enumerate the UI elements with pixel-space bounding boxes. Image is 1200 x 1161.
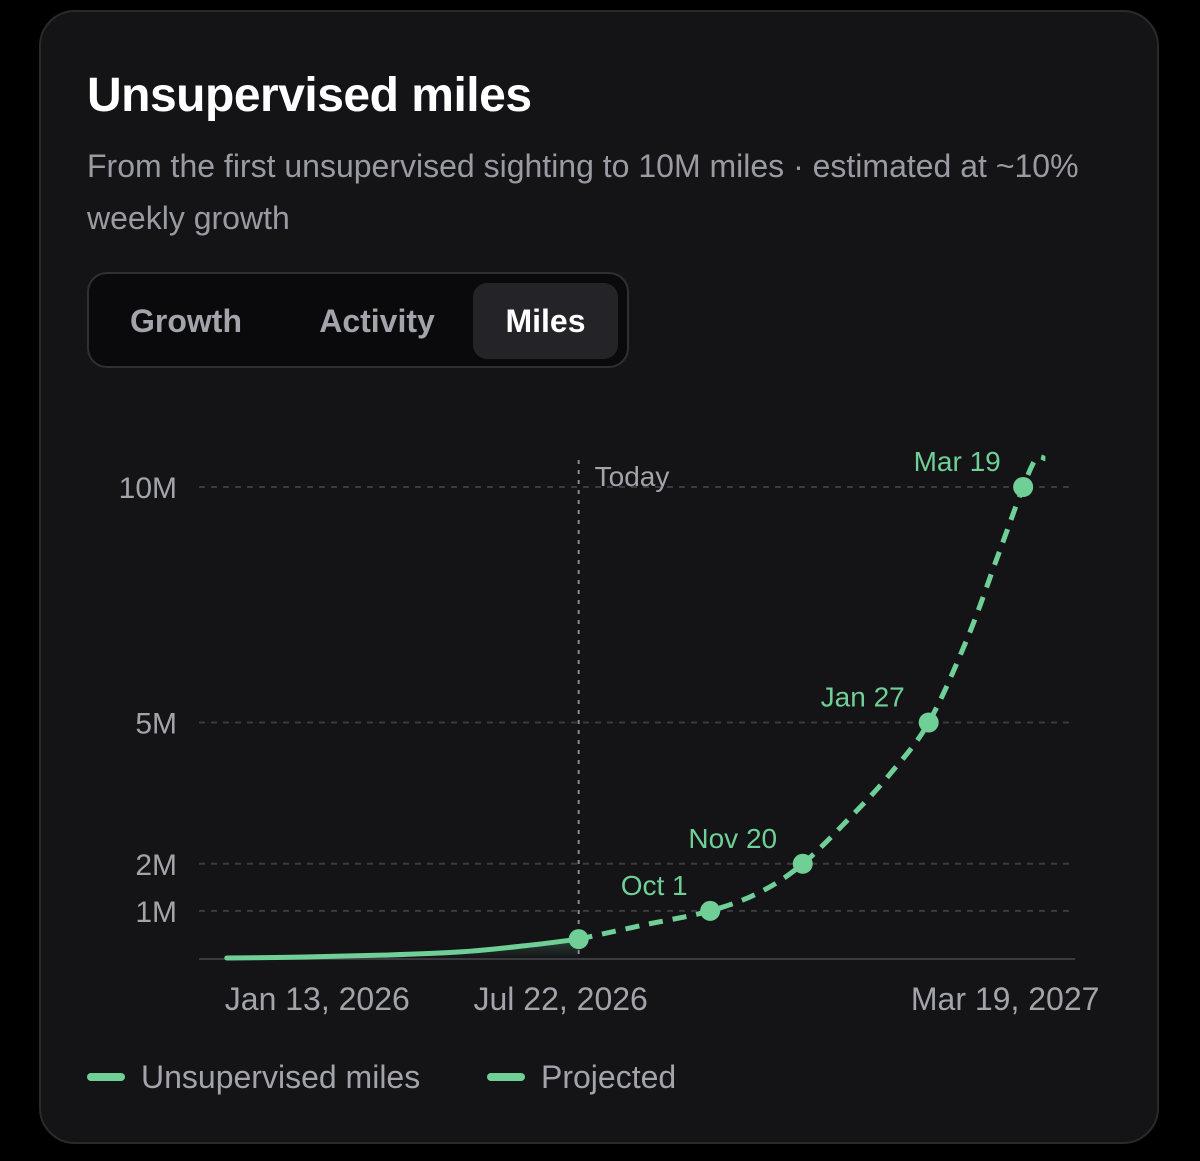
y-tick-label: 5M bbox=[135, 708, 177, 741]
y-tick-label: 1M bbox=[135, 896, 177, 929]
y-tick-label: 2M bbox=[135, 849, 177, 882]
legend-swatch-solid bbox=[87, 1073, 125, 1081]
card-title: Unsupervised miles bbox=[87, 69, 532, 122]
tab-growth[interactable]: Growth bbox=[130, 303, 242, 339]
milestone-point bbox=[568, 929, 589, 950]
milestone-point bbox=[918, 712, 939, 733]
series-line-unsupervised-miles bbox=[224, 936, 582, 961]
legend-label: Projected bbox=[541, 1059, 677, 1095]
tab-activity[interactable]: Activity bbox=[319, 303, 435, 339]
milestone-label: Mar 19 bbox=[914, 446, 1001, 477]
milestone-point bbox=[1013, 477, 1034, 497]
x-tick-label: Mar 19, 2027 bbox=[911, 981, 1100, 1017]
milestone-label: Oct 1 bbox=[621, 870, 688, 901]
milestone-point bbox=[700, 900, 721, 921]
miles-chart: 1M 2M 5M 10M Jan 13, 2026 Jul 22, 2026 Mar 19,… bbox=[119, 446, 1100, 1017]
milestone-point bbox=[792, 853, 813, 874]
legend-swatch-dashed bbox=[487, 1073, 525, 1081]
view-tabs: Growth Activity Miles bbox=[87, 272, 629, 368]
x-tick-label: Jul 22, 2026 bbox=[473, 981, 647, 1017]
y-tick-label: 10M bbox=[119, 472, 177, 505]
x-tick-label: Jan 13, 2026 bbox=[225, 981, 410, 1017]
milestone-label: Jan 27 bbox=[821, 682, 905, 713]
tab-miles[interactable]: Miles bbox=[473, 283, 618, 359]
series-area-unsupervised-miles bbox=[226, 939, 579, 958]
today-label: Today bbox=[595, 461, 670, 492]
milestone-label: Nov 20 bbox=[688, 823, 777, 854]
legend-label: Unsupervised miles bbox=[141, 1059, 421, 1095]
chart-card: Unsupervised miles From the first unsupe… bbox=[39, 10, 1159, 1144]
card-subtitle: From the first unsupervised sighting to … bbox=[87, 148, 1079, 236]
